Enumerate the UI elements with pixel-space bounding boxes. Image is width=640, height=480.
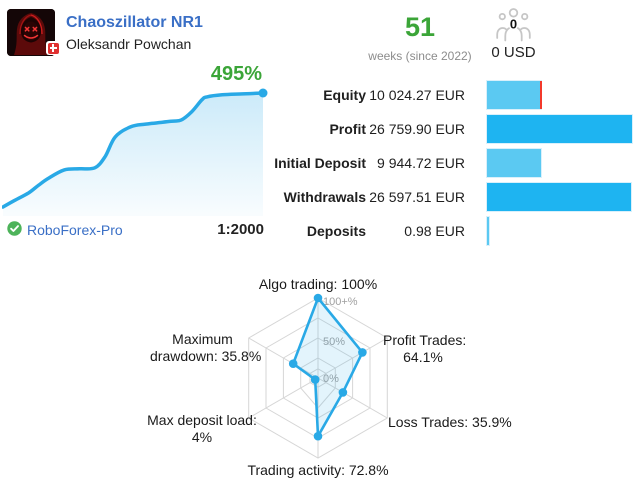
radar-points xyxy=(288,293,367,441)
stat-label: Withdrawals xyxy=(283,189,366,205)
stat-label: Initial Deposit xyxy=(274,155,366,171)
radar-label-trading-activity: Trading activity: 72.8% xyxy=(247,462,389,478)
weeks-count: 51 xyxy=(404,12,436,42)
growth-area-fill xyxy=(3,93,263,216)
stat-value: 10 024.27 EUR xyxy=(369,87,465,103)
radar-label-profit-trades: Profit Trades: 64.1% xyxy=(383,332,467,365)
stat-bar xyxy=(487,115,632,143)
subscribers-icon: 0 xyxy=(496,8,531,42)
ring-label-100: 100+% xyxy=(323,296,358,308)
radar-point xyxy=(310,375,320,384)
radar-point xyxy=(288,359,298,368)
growth-percent-label: 495% xyxy=(210,63,262,85)
stat-bar xyxy=(487,217,489,245)
weeks-caption: weeks (since 2022) xyxy=(368,49,472,63)
subscribers-count-badge: 0 xyxy=(510,17,517,32)
leverage-value: 1:2000 xyxy=(217,221,264,238)
signal-title[interactable]: Chaoszillator NR1 xyxy=(66,14,203,31)
stat-label: Profit xyxy=(329,121,366,137)
ring-label-0: 0% xyxy=(323,373,339,385)
radar-point xyxy=(338,388,348,397)
radar-label-max-deposit-load: Max deposit load: 4% xyxy=(147,412,257,445)
radar-point xyxy=(313,293,323,303)
stat-value: 26 597.51 EUR xyxy=(369,189,465,205)
radar-label-loss-trades: Loss Trades: 35.9% xyxy=(388,414,512,430)
stat-value: 0.98 EUR xyxy=(404,223,465,239)
stat-row-withdrawals: Withdrawals 26 597.51 EUR xyxy=(0,183,640,211)
stat-row-equity: Equity 10 024.27 EUR xyxy=(0,81,640,109)
growth-line xyxy=(2,91,265,209)
avatar-hooded-figure-image xyxy=(7,9,55,56)
stat-label: Deposits xyxy=(306,223,366,239)
growth-endpoint-dot xyxy=(258,88,268,98)
signal-avatar[interactable] xyxy=(7,9,55,56)
radar-point xyxy=(358,348,367,357)
author-name: Oleksandr Powchan xyxy=(66,36,192,52)
stat-bar xyxy=(487,81,543,109)
growth-chart xyxy=(2,88,268,216)
radar-point xyxy=(313,431,323,441)
subscribers-funds: 0 USD xyxy=(491,44,536,61)
stat-row-deposits: Deposits 0.98 EUR xyxy=(0,217,640,245)
stat-bar xyxy=(487,183,632,211)
ring-label-50: 50% xyxy=(323,336,345,348)
switzerland-flag-icon xyxy=(46,41,60,55)
stat-value: 26 759.90 EUR xyxy=(369,121,465,137)
stat-bar xyxy=(487,149,541,177)
radar-chart: 100+% 50% 0% xyxy=(248,293,388,459)
radar-label-algo-trading: Algo trading: 100% xyxy=(258,276,378,292)
verified-check-icon xyxy=(7,221,22,236)
stat-row-profit: Profit 26 759.90 EUR xyxy=(0,115,640,143)
stat-row-initial-deposit: Initial Deposit 9 944.72 EUR xyxy=(0,149,640,177)
equity-marker xyxy=(540,81,543,109)
stat-label: Equity xyxy=(323,87,366,103)
broker-link[interactable]: RoboForex-Pro xyxy=(27,222,123,238)
radar-label-maximum-drawdown: Maximum drawdown: 35.8% xyxy=(150,331,262,364)
stat-value: 9 944.72 EUR xyxy=(377,155,465,171)
radar-polygon xyxy=(291,296,364,438)
